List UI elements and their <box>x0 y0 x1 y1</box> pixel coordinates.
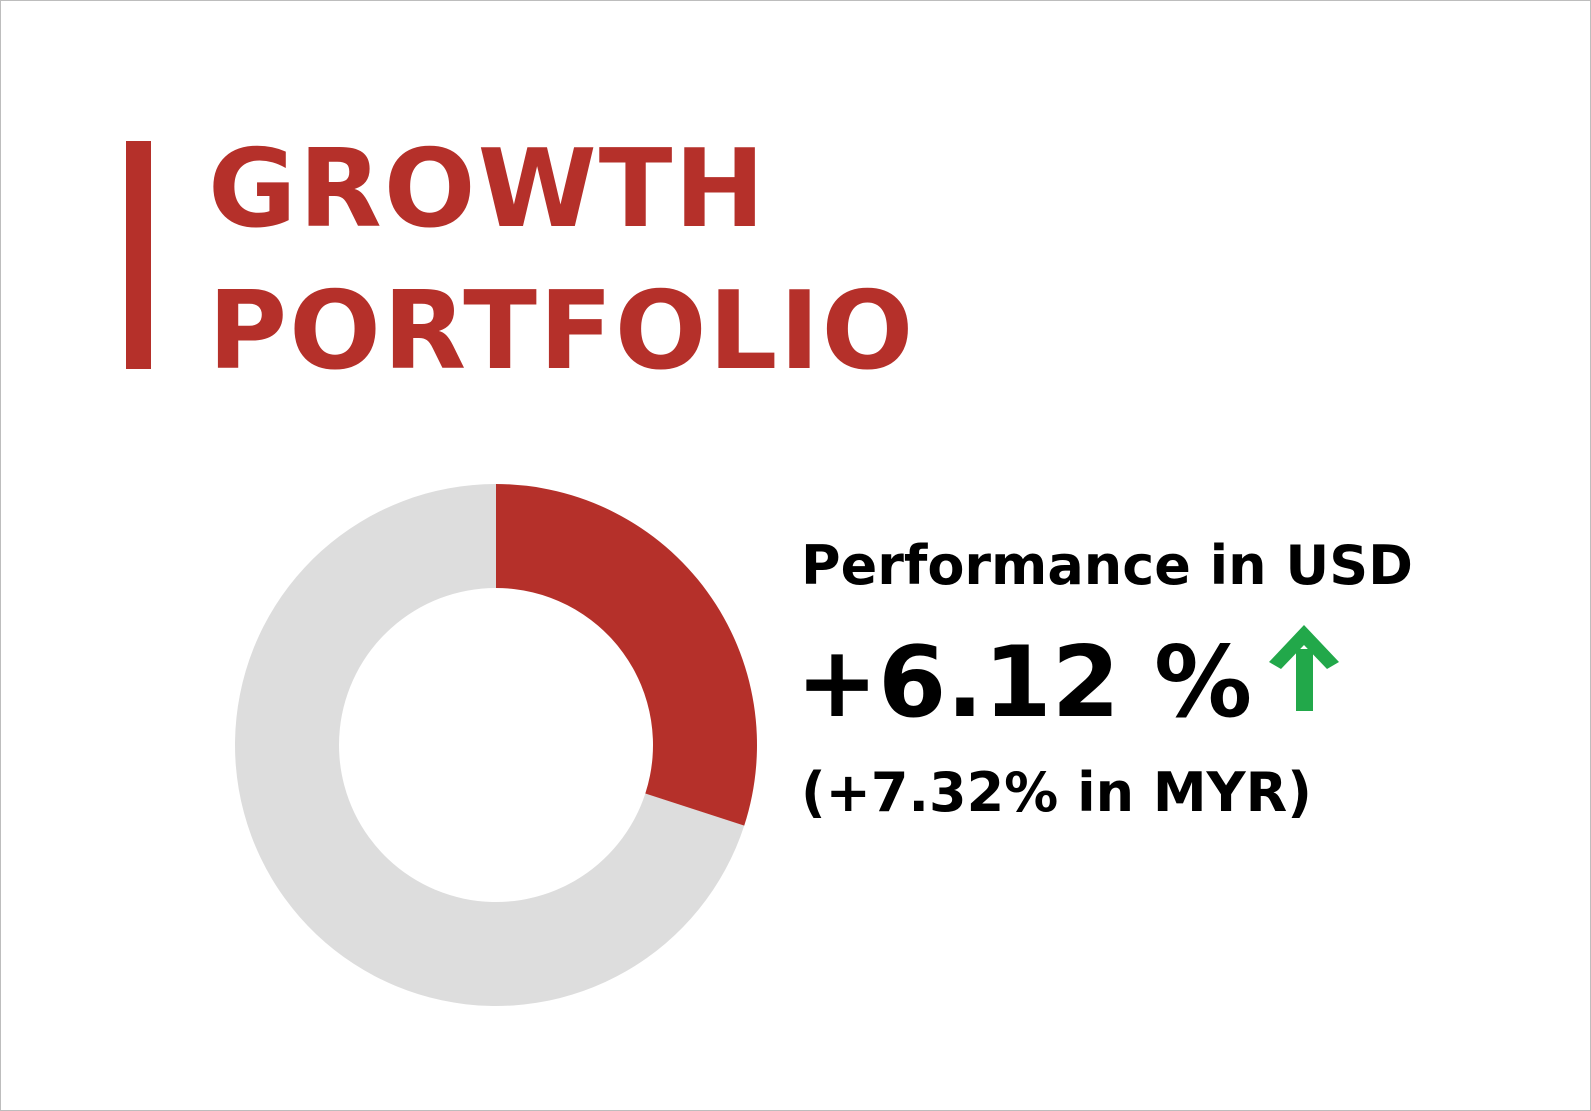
up-arrow <box>1269 625 1339 711</box>
accent-bar <box>126 141 151 369</box>
donut-segment <box>235 484 745 1006</box>
annotation: +6.12 % <box>796 626 1252 740</box>
annotation: (+7.32% in MYR) <box>801 761 1312 824</box>
annotation: Performance in USD <box>801 534 1413 597</box>
title: GROWTH PORTFOLIO <box>208 127 916 394</box>
donut-segment <box>496 484 757 826</box>
